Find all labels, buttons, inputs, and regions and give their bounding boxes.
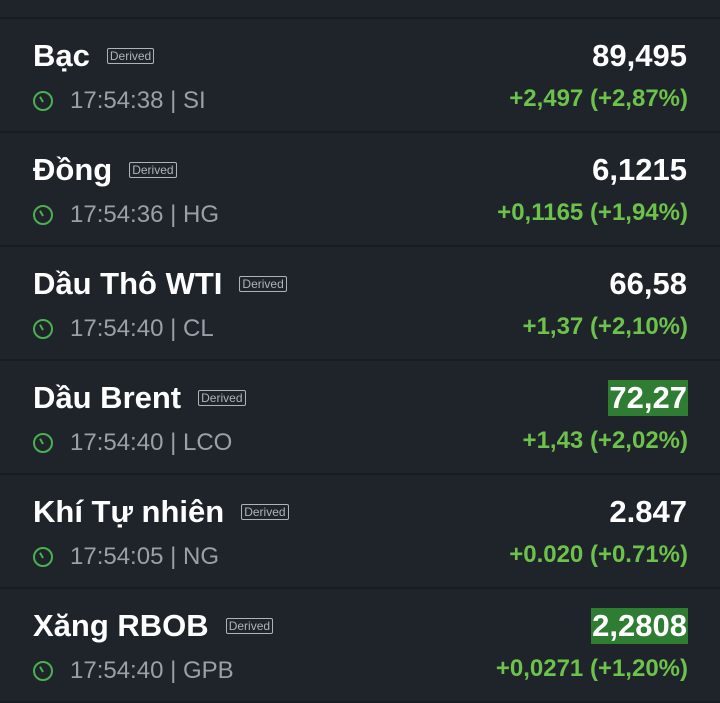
derived-badge: Derived <box>241 504 289 520</box>
clock-icon <box>33 433 53 453</box>
price-change: +0,0271 (+1,20%) <box>495 655 688 682</box>
instrument-name-text: Khí Tự nhiên <box>33 494 225 529</box>
price-change: +0,1165 (+1,94%) <box>497 199 688 226</box>
price-change: +1,43 (+2,02%) <box>522 427 688 454</box>
price-change: +1,37 (+2,10%) <box>522 313 688 340</box>
time-symbol-text: 17:54:36 | HG <box>70 201 219 228</box>
clock-icon <box>33 205 53 225</box>
clock-icon <box>33 91 53 111</box>
instrument-name-text: Đồng <box>33 152 113 187</box>
derived-badge: Derived <box>106 48 155 64</box>
quote-row[interactable]: Khí Tự nhiên Derived 17:54:05 | NG 2.847 … <box>0 475 720 589</box>
quote-row[interactable]: Dầu Thô WTI Derived 17:54:40 | CL 66,58 +… <box>0 247 720 361</box>
time-symbol: 17:54:38 | SI <box>33 87 206 115</box>
clock-icon <box>33 319 53 339</box>
quote-row[interactable]: Đồng Derived 17:54:36 | HG 6,1215 +0,1165… <box>0 133 720 247</box>
instrument-name: Khí Tự nhiên Derived <box>33 494 289 530</box>
quote-row[interactable]: Xăng RBOB Derived 17:54:40 | GPB 2,2808 +… <box>0 589 720 703</box>
clock-icon <box>33 547 53 567</box>
price: 89,495 <box>592 38 687 73</box>
instrument-name-text: Dầu Thô WTI <box>33 266 223 301</box>
price: 2.847 <box>609 494 687 529</box>
instrument-name-text: Xăng RBOB <box>33 608 209 643</box>
instrument-name-text: Bạc <box>33 38 90 73</box>
previous-row-edge <box>0 0 720 19</box>
price: 66,58 <box>609 266 687 301</box>
price: 2,2808 <box>591 608 688 644</box>
instrument-name: Bạc Derived <box>33 38 155 74</box>
price: 6,1215 <box>592 152 687 187</box>
price-change: +2,497 (+2,87%) <box>509 85 688 112</box>
derived-badge: Derived <box>239 276 287 292</box>
quote-row[interactable]: Bạc Derived 17:54:38 | SI 89,495 +2,497 (… <box>0 19 720 133</box>
derived-badge: Derived <box>129 162 177 178</box>
time-symbol-text: 17:54:05 | NG <box>70 543 219 570</box>
quote-row[interactable]: Dầu Brent Derived 17:54:40 | LCO 72,27 +1… <box>0 361 720 475</box>
derived-badge: Derived <box>225 618 274 634</box>
instrument-name: Dầu Brent Derived <box>33 380 246 416</box>
time-symbol-text: 17:54:38 | SI <box>70 87 206 114</box>
price-change: +0.020 (+0.71%) <box>509 541 688 568</box>
time-symbol: 17:54:40 | GPB <box>33 657 234 685</box>
instrument-name: Dầu Thô WTI Derived <box>33 266 287 302</box>
time-symbol: 17:54:05 | NG <box>33 543 219 571</box>
clock-icon <box>33 661 53 681</box>
instrument-name: Xăng RBOB Derived <box>33 608 274 644</box>
time-symbol-text: 17:54:40 | CL <box>70 315 214 342</box>
derived-badge: Derived <box>198 390 246 406</box>
time-symbol-text: 17:54:40 | LCO <box>70 429 233 456</box>
price: 72,27 <box>608 380 688 416</box>
instrument-name: Đồng Derived <box>33 152 177 188</box>
time-symbol: 17:54:40 | CL <box>33 315 214 343</box>
instrument-name-text: Dầu Brent <box>33 380 182 415</box>
time-symbol-text: 17:54:40 | GPB <box>70 657 234 684</box>
time-symbol: 17:54:40 | LCO <box>33 429 232 457</box>
time-symbol: 17:54:36 | HG <box>33 201 219 229</box>
